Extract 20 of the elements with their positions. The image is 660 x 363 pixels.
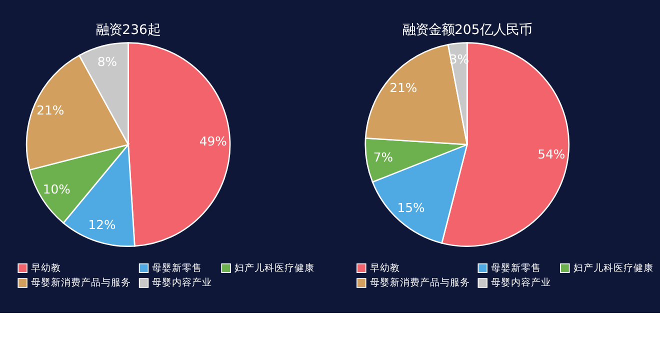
legend-label: 早幼教 [370,262,400,274]
data-label: 49% [199,134,228,148]
data-label: 21% [390,80,418,95]
chart-title: 融资金额205亿人民币 [402,22,532,38]
data-label: 12% [88,218,116,232]
data-label: 54% [538,148,566,162]
legend-label: 妇产儿科医疗健康 [234,262,314,274]
legend-label: 母婴新零售 [152,262,202,274]
data-label: 21% [36,103,64,118]
legend-label: 母婴内容产业 [491,276,552,289]
legend-label: 母婴新消费产品与服务 [370,276,470,289]
legend-label: 母婴新消费产品与服务 [30,276,131,289]
chart-title: 融资236起 [96,22,160,38]
data-label: 10% [42,182,71,197]
legend-label: 妇产儿科医疗健康 [573,262,654,274]
legend-label: 母婴新零售 [491,262,542,274]
legend-label: 母婴内容产业 [152,276,212,289]
legend-label: 早幼教 [30,262,61,274]
data-label: 7% [373,150,394,164]
data-label: 15% [397,200,425,215]
